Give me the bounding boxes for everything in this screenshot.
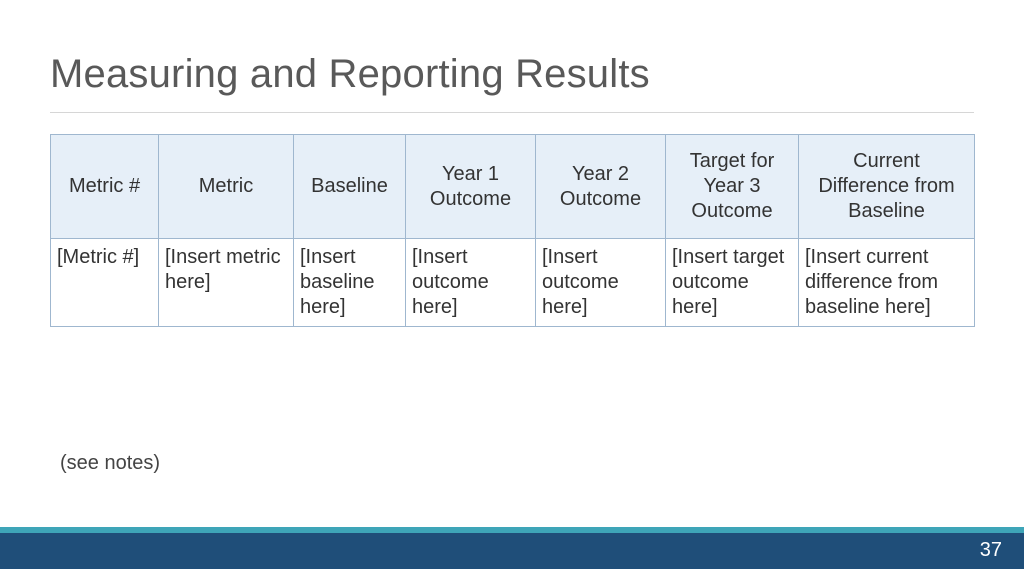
results-table: Metric # Metric Baseline Year 1 Outcome … [50,134,975,327]
col-header: Year 2 Outcome [536,135,666,239]
notes-text: (see notes) [60,452,160,475]
col-header: Year 1 Outcome [406,135,536,239]
slide: Measuring and Reporting Results Metric #… [0,0,1024,576]
cell: [Metric #] [51,239,159,327]
cell: [Insert target outcome here] [666,239,799,327]
col-header: Target for Year 3 Outcome [666,135,799,239]
col-header: Metric # [51,135,159,239]
col-header: Baseline [294,135,406,239]
table-row: [Metric #] [Insert metric here] [Insert … [51,239,975,327]
cell: [Insert current difference from baseline… [799,239,975,327]
col-header: Metric [159,135,294,239]
cell: [Insert metric here] [159,239,294,327]
cell: [Insert outcome here] [406,239,536,327]
slide-title: Measuring and Reporting Results [50,52,650,97]
table-header-row: Metric # Metric Baseline Year 1 Outcome … [51,135,975,239]
page-number: 37 [980,539,1002,562]
footer-main-stripe: 37 [0,533,1024,569]
cell: [Insert baseline here] [294,239,406,327]
cell: [Insert outcome here] [536,239,666,327]
col-header: Current Difference from Baseline [799,135,975,239]
title-underline [50,112,974,113]
footer-bar: 37 [0,527,1024,569]
